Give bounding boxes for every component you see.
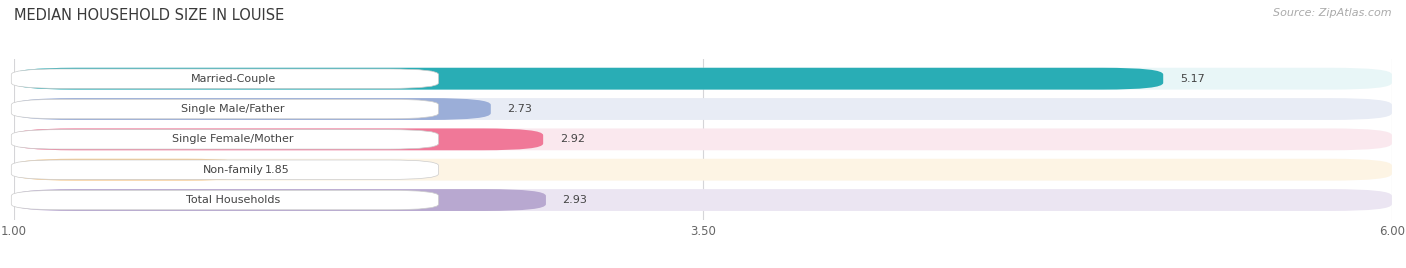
Text: Married-Couple: Married-Couple xyxy=(191,74,276,84)
Text: Non-family: Non-family xyxy=(202,165,263,175)
FancyBboxPatch shape xyxy=(14,68,1392,90)
FancyBboxPatch shape xyxy=(11,190,439,210)
Text: Source: ZipAtlas.com: Source: ZipAtlas.com xyxy=(1274,8,1392,18)
FancyBboxPatch shape xyxy=(14,189,546,211)
Text: 1.85: 1.85 xyxy=(264,165,290,175)
Text: Single Male/Father: Single Male/Father xyxy=(181,104,285,114)
FancyBboxPatch shape xyxy=(11,160,439,179)
Text: 5.17: 5.17 xyxy=(1180,74,1205,84)
FancyBboxPatch shape xyxy=(14,68,1163,90)
FancyBboxPatch shape xyxy=(14,159,249,181)
FancyBboxPatch shape xyxy=(14,128,1392,150)
FancyBboxPatch shape xyxy=(11,99,439,119)
FancyBboxPatch shape xyxy=(14,159,1392,181)
Text: Total Households: Total Households xyxy=(186,195,280,205)
Text: Single Female/Mother: Single Female/Mother xyxy=(173,134,294,144)
Text: 2.73: 2.73 xyxy=(508,104,533,114)
FancyBboxPatch shape xyxy=(14,98,491,120)
Text: MEDIAN HOUSEHOLD SIZE IN LOUISE: MEDIAN HOUSEHOLD SIZE IN LOUISE xyxy=(14,8,284,23)
FancyBboxPatch shape xyxy=(11,130,439,149)
FancyBboxPatch shape xyxy=(11,69,439,88)
FancyBboxPatch shape xyxy=(14,128,543,150)
Text: 2.92: 2.92 xyxy=(560,134,585,144)
Text: 2.93: 2.93 xyxy=(562,195,588,205)
FancyBboxPatch shape xyxy=(14,98,1392,120)
FancyBboxPatch shape xyxy=(14,189,1392,211)
